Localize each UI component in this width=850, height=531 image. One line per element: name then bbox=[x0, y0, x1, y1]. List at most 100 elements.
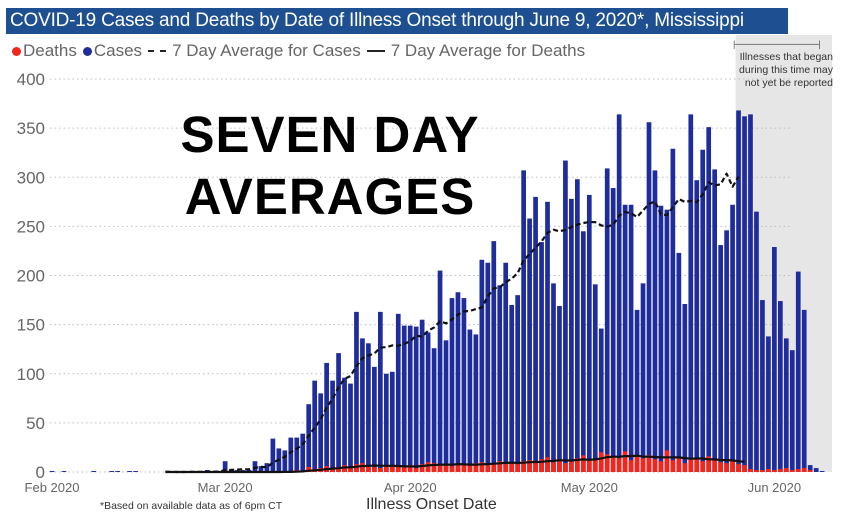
case-bar[interactable] bbox=[354, 311, 359, 472]
death-bar[interactable] bbox=[336, 467, 341, 472]
death-bar[interactable] bbox=[622, 451, 628, 472]
legend-item-cases[interactable]: Cases bbox=[82, 41, 142, 61]
death-bar[interactable] bbox=[563, 463, 568, 472]
case-bar[interactable] bbox=[754, 211, 759, 472]
death-bar[interactable] bbox=[419, 464, 425, 472]
death-bar[interactable] bbox=[724, 463, 729, 472]
case-bar[interactable] bbox=[419, 319, 425, 472]
death-bar[interactable] bbox=[401, 466, 407, 472]
case-bar[interactable] bbox=[378, 311, 383, 472]
case-bar[interactable] bbox=[801, 309, 807, 472]
death-bar[interactable] bbox=[389, 466, 395, 472]
case-bar[interactable] bbox=[813, 468, 819, 472]
death-bar[interactable] bbox=[413, 468, 419, 472]
case-bar[interactable] bbox=[604, 168, 610, 472]
death-bar[interactable] bbox=[407, 465, 413, 472]
death-bar[interactable] bbox=[354, 464, 359, 472]
case-bar[interactable] bbox=[724, 230, 729, 472]
death-bar[interactable] bbox=[658, 461, 664, 472]
case-bar[interactable] bbox=[372, 366, 377, 472]
death-bar[interactable] bbox=[342, 465, 347, 472]
case-bar[interactable] bbox=[694, 180, 700, 472]
case-bar[interactable] bbox=[324, 362, 329, 472]
case-bar[interactable] bbox=[616, 114, 622, 473]
case-bar[interactable] bbox=[789, 350, 795, 472]
case-bar[interactable] bbox=[91, 471, 97, 472]
case-bar[interactable] bbox=[783, 338, 789, 472]
death-bar[interactable] bbox=[748, 469, 753, 472]
case-bar[interactable] bbox=[252, 461, 258, 472]
case-bar[interactable] bbox=[760, 300, 765, 472]
case-bar[interactable] bbox=[509, 304, 515, 472]
death-bar[interactable] bbox=[551, 462, 556, 472]
death-bar[interactable] bbox=[706, 456, 712, 472]
death-bar[interactable] bbox=[766, 469, 771, 472]
case-bar[interactable] bbox=[503, 262, 509, 472]
case-bar[interactable] bbox=[682, 303, 688, 472]
death-bar[interactable] bbox=[366, 465, 371, 472]
case-bar[interactable] bbox=[431, 348, 437, 472]
death-bar[interactable] bbox=[378, 468, 383, 472]
case-bar[interactable] bbox=[407, 325, 413, 472]
case-bar[interactable] bbox=[133, 471, 138, 472]
case-bar[interactable] bbox=[634, 309, 640, 472]
case-bar[interactable] bbox=[437, 270, 443, 472]
death-bar[interactable] bbox=[557, 459, 562, 472]
case-bar[interactable] bbox=[515, 295, 521, 472]
death-bar[interactable] bbox=[539, 459, 544, 472]
case-bar[interactable] bbox=[527, 218, 532, 472]
death-bar[interactable] bbox=[569, 460, 574, 472]
legend-item-deaths[interactable]: Deaths bbox=[12, 41, 77, 61]
case-bar[interactable] bbox=[622, 204, 628, 472]
case-bar[interactable] bbox=[730, 204, 735, 472]
case-bar[interactable] bbox=[115, 471, 121, 472]
case-bar[interactable] bbox=[282, 450, 288, 472]
case-bar[interactable] bbox=[497, 285, 503, 472]
case-bar[interactable] bbox=[688, 114, 694, 473]
death-bar[interactable] bbox=[795, 469, 801, 472]
death-bar[interactable] bbox=[777, 469, 783, 472]
case-bar[interactable] bbox=[712, 169, 718, 472]
death-bar[interactable] bbox=[533, 462, 538, 472]
case-bar[interactable] bbox=[461, 298, 467, 472]
death-bar[interactable] bbox=[383, 466, 389, 472]
case-bar[interactable] bbox=[592, 284, 598, 472]
case-bar[interactable] bbox=[336, 353, 341, 472]
case-bar[interactable] bbox=[401, 325, 407, 472]
case-bar[interactable] bbox=[366, 343, 371, 472]
case-bar[interactable] bbox=[360, 338, 365, 472]
case-bar[interactable] bbox=[664, 209, 670, 473]
case-bar[interactable] bbox=[569, 198, 574, 473]
death-bar[interactable] bbox=[670, 460, 676, 472]
death-bar[interactable] bbox=[652, 459, 658, 472]
case-bar[interactable] bbox=[736, 110, 741, 472]
death-bar[interactable] bbox=[473, 463, 479, 472]
case-bar[interactable] bbox=[389, 371, 395, 472]
case-bar[interactable] bbox=[49, 471, 55, 472]
case-bar[interactable] bbox=[425, 332, 431, 472]
death-bar[interactable] bbox=[521, 461, 526, 472]
death-bar[interactable] bbox=[772, 470, 777, 472]
case-bar[interactable] bbox=[700, 149, 706, 473]
death-bar[interactable] bbox=[437, 464, 443, 472]
case-bar[interactable] bbox=[580, 231, 586, 472]
death-bar[interactable] bbox=[360, 463, 365, 472]
case-bar[interactable] bbox=[288, 437, 294, 472]
death-bar[interactable] bbox=[330, 469, 335, 472]
case-bar[interactable] bbox=[395, 313, 401, 472]
death-bar[interactable] bbox=[664, 450, 670, 472]
case-bar[interactable] bbox=[455, 292, 461, 472]
case-bar[interactable] bbox=[670, 148, 676, 472]
case-bar[interactable] bbox=[467, 329, 473, 472]
case-bar[interactable] bbox=[449, 298, 455, 472]
case-bar[interactable] bbox=[819, 471, 825, 472]
death-bar[interactable] bbox=[712, 460, 718, 472]
death-bar[interactable] bbox=[783, 468, 789, 472]
death-bar[interactable] bbox=[491, 463, 497, 472]
death-bar[interactable] bbox=[718, 462, 723, 472]
death-bar[interactable] bbox=[682, 463, 688, 472]
case-bar[interactable] bbox=[413, 326, 419, 472]
death-bar[interactable] bbox=[592, 459, 598, 472]
legend-item-deaths-average[interactable]: 7 Day Average for Deaths bbox=[366, 41, 585, 61]
case-bar[interactable] bbox=[545, 201, 550, 472]
